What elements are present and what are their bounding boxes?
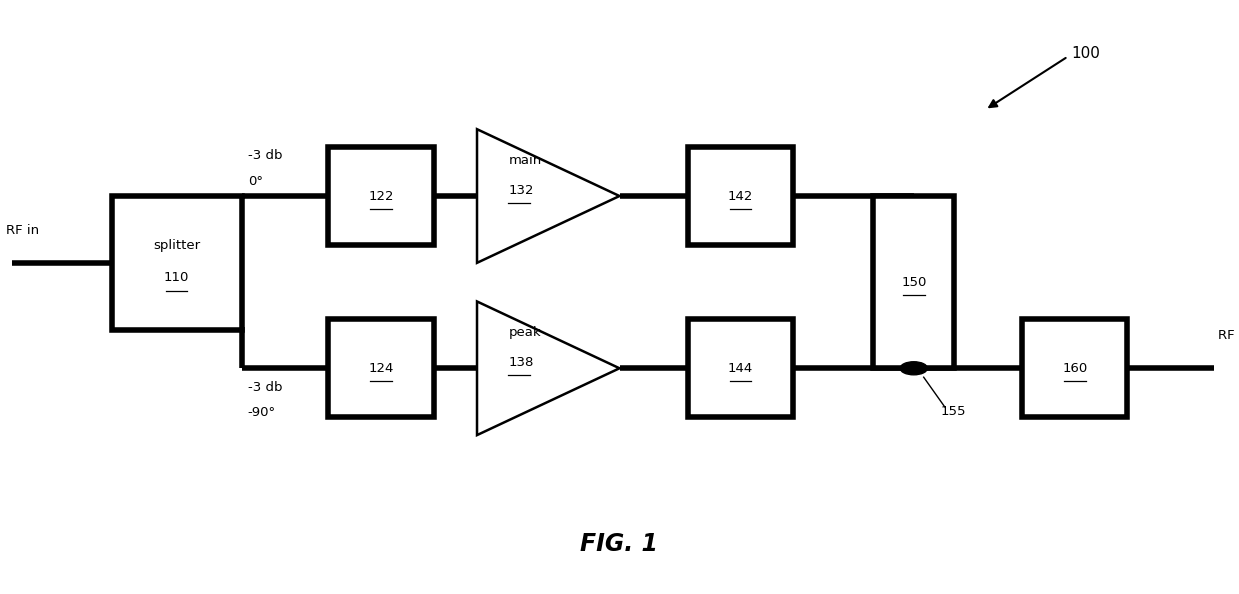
Text: 0°: 0° [248,175,263,188]
Text: -90°: -90° [248,406,276,419]
Text: 150: 150 [901,276,927,289]
Bar [112,196,242,330]
Text: 155: 155 [942,405,966,418]
Text: splitter: splitter [152,239,201,251]
Text: 144: 144 [727,362,753,375]
Text: 122: 122 [368,189,394,203]
Text: -3 db: -3 db [248,381,282,394]
Text: RF in: RF in [6,224,40,236]
Text: 124: 124 [368,362,394,375]
Text: FIG. 1: FIG. 1 [581,532,658,555]
Bar [328,147,434,245]
Text: 160: 160 [1062,362,1088,375]
Text: peak: peak [508,326,541,339]
Bar [873,196,954,368]
Bar [1022,320,1127,417]
Text: 110: 110 [164,271,190,284]
Bar [688,147,793,245]
Text: RF out: RF out [1218,329,1239,342]
Text: 142: 142 [727,189,753,203]
Text: 100: 100 [1072,46,1100,61]
Circle shape [900,362,927,375]
Text: main: main [508,154,541,167]
Bar [688,320,793,417]
Text: 138: 138 [508,356,534,369]
Bar [328,320,434,417]
Text: -3 db: -3 db [248,149,282,162]
Text: 132: 132 [508,184,534,197]
